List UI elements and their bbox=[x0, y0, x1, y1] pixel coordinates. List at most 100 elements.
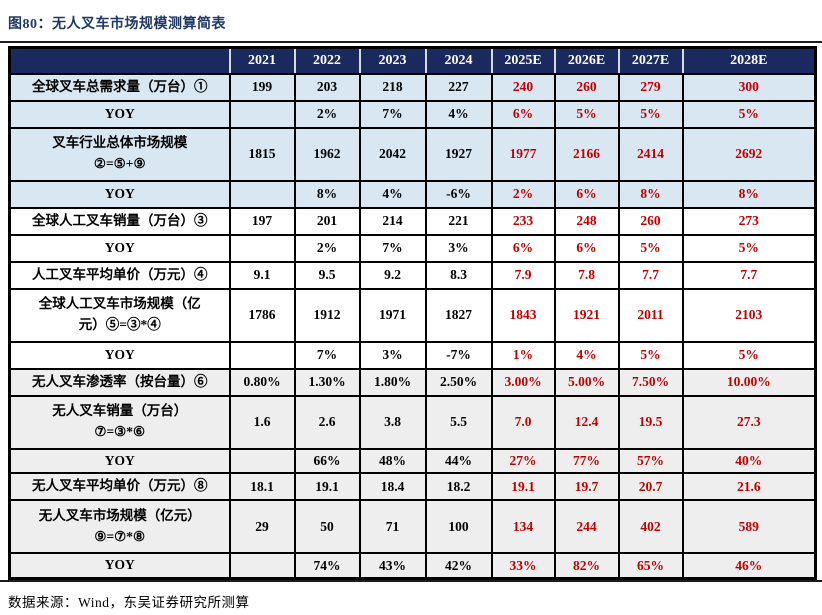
value-cell: -6% bbox=[424, 179, 493, 209]
value-cell: 2% bbox=[293, 233, 361, 263]
value-cell: 18.2 bbox=[424, 472, 493, 502]
top-rule bbox=[0, 41, 822, 43]
value-cell: 9.5 bbox=[293, 260, 361, 290]
table-row: 人工叉车平均单价（万元）④ 9.1 9.5 9.2 8.3 7.9 7.8 7.7 7.7 bbox=[8, 260, 817, 290]
value-cell: 7% bbox=[358, 233, 427, 263]
table-row: 无人叉车市场规模（亿元） ⑨=⑦*⑧ 29 50 71 100 134 244 402 589 bbox=[8, 499, 817, 555]
row-label: 全球叉车总需求量（万台）① bbox=[8, 72, 231, 102]
value-cell: 6% bbox=[490, 233, 556, 263]
value-cell: 5% bbox=[617, 99, 684, 129]
value-cell: 203 bbox=[293, 72, 361, 102]
value-cell: 77% bbox=[553, 447, 620, 475]
value-cell: 48% bbox=[358, 447, 427, 475]
value-cell: 18.1 bbox=[228, 472, 296, 502]
value-cell: 1921 bbox=[553, 287, 620, 343]
table-row: YOY 74% 43% 42% 33% 82% 65% 46% bbox=[8, 552, 817, 580]
value-cell: 50 bbox=[293, 499, 361, 555]
value-cell: 201 bbox=[293, 206, 361, 236]
source-note: 数据来源：Wind，东吴证券研究所测算 bbox=[8, 595, 250, 611]
value-cell: 19.5 bbox=[617, 394, 684, 450]
table-body: 全球叉车总需求量（万台）① 199 203 218 227 240 260 279 300 YOY… bbox=[8, 72, 817, 580]
row-label: 叉车行业总体市场规模 ②=⑤+⑨ bbox=[8, 126, 231, 182]
row-label: YOY bbox=[8, 233, 231, 263]
value-cell bbox=[228, 233, 296, 263]
value-cell: 10.00% bbox=[681, 367, 817, 397]
value-cell: 9.2 bbox=[358, 260, 427, 290]
value-cell: 8% bbox=[681, 179, 817, 209]
table-row: 无人叉车销量（万台） ⑦=③*⑥ 1.6 2.6 3.8 5.5 7.0 12.4 19.5 2… bbox=[8, 394, 817, 450]
value-cell: 5.00% bbox=[553, 367, 620, 397]
value-cell: 2011 bbox=[617, 287, 684, 343]
value-cell: 1912 bbox=[293, 287, 361, 343]
value-cell: 214 bbox=[358, 206, 427, 236]
value-cell: 20.7 bbox=[617, 472, 684, 502]
value-cell: 2042 bbox=[358, 126, 427, 182]
value-cell: 300 bbox=[681, 72, 817, 102]
value-cell: 273 bbox=[681, 206, 817, 236]
value-cell: 33% bbox=[490, 552, 556, 580]
value-cell: 7.8 bbox=[553, 260, 620, 290]
value-cell: 5% bbox=[553, 99, 620, 129]
value-cell: 260 bbox=[553, 72, 620, 102]
value-cell: 2.50% bbox=[424, 367, 493, 397]
value-cell: 40% bbox=[681, 447, 817, 475]
value-cell: 260 bbox=[617, 206, 684, 236]
year-header-cell: 2023 bbox=[358, 46, 427, 75]
table-row: 无人叉车平均单价（万元）⑧ 18.1 19.1 18.4 18.2 19.1 19.7 20.… bbox=[8, 472, 817, 502]
year-header-cell: 2025E bbox=[490, 46, 556, 75]
value-cell: 5% bbox=[617, 233, 684, 263]
row-label: 无人叉车渗透率（按台量）⑥ bbox=[8, 367, 231, 397]
value-cell: 1.80% bbox=[358, 367, 427, 397]
table-row: 全球叉车总需求量（万台）① 199 203 218 227 240 260 279 300 bbox=[8, 72, 817, 102]
value-cell: 44% bbox=[424, 447, 493, 475]
value-cell: 240 bbox=[490, 72, 556, 102]
row-label: 全球人工叉车市场规模（亿 元）⑤=③*④ bbox=[8, 287, 231, 343]
corner-header-cell bbox=[8, 46, 231, 75]
value-cell: 18.4 bbox=[358, 472, 427, 502]
year-header-cell: 2027E bbox=[617, 46, 684, 75]
value-cell: 7.7 bbox=[617, 260, 684, 290]
value-cell: 12.4 bbox=[553, 394, 620, 450]
table-row: YOY 66% 48% 44% 27% 77% 57% 40% bbox=[8, 447, 817, 475]
figure-title: 图80：无人叉车市场规模测算简表 bbox=[8, 17, 226, 32]
value-cell: 82% bbox=[553, 552, 620, 580]
value-cell: 2% bbox=[293, 99, 361, 129]
value-cell: 134 bbox=[490, 499, 556, 555]
value-cell: 5% bbox=[617, 340, 684, 370]
value-cell: -7% bbox=[424, 340, 493, 370]
value-cell: 4% bbox=[424, 99, 493, 129]
year-header-cell: 2024 bbox=[424, 46, 493, 75]
value-cell: 27.3 bbox=[681, 394, 817, 450]
value-cell bbox=[228, 99, 296, 129]
value-cell: 57% bbox=[617, 447, 684, 475]
table-row: YOY 8% 4% -6% 2% 6% 8% 8% bbox=[8, 179, 817, 209]
value-cell: 1827 bbox=[424, 287, 493, 343]
table-row: YOY 2% 7% 4% 6% 5% 5% 5% bbox=[8, 99, 817, 129]
value-cell: 46% bbox=[681, 552, 817, 580]
value-cell: 19.7 bbox=[553, 472, 620, 502]
table-row: 无人叉车渗透率（按台量）⑥ 0.80% 1.30% 1.80% 2.50% 3.00% 5.… bbox=[8, 367, 817, 397]
value-cell: 7.9 bbox=[490, 260, 556, 290]
value-cell: 8% bbox=[617, 179, 684, 209]
value-cell: 19.1 bbox=[293, 472, 361, 502]
value-cell: 8% bbox=[293, 179, 361, 209]
row-label: 人工叉车平均单价（万元）④ bbox=[8, 260, 231, 290]
value-cell bbox=[228, 552, 296, 580]
value-cell: 21.6 bbox=[681, 472, 817, 502]
value-cell: 1843 bbox=[490, 287, 556, 343]
value-cell: 1977 bbox=[490, 126, 556, 182]
value-cell: 218 bbox=[358, 72, 427, 102]
row-label: YOY bbox=[8, 179, 231, 209]
row-label: 无人叉车销量（万台） ⑦=③*⑥ bbox=[8, 394, 231, 450]
value-cell bbox=[228, 447, 296, 475]
year-header-cell: 2028E bbox=[681, 46, 817, 75]
value-cell: 1971 bbox=[358, 287, 427, 343]
value-cell: 4% bbox=[553, 340, 620, 370]
table-row: 全球人工叉车市场规模（亿 元）⑤=③*④ 1786 1912 1971 1827 1843… bbox=[8, 287, 817, 343]
value-cell: 199 bbox=[228, 72, 296, 102]
row-label: 无人叉车市场规模（亿元） ⑨=⑦*⑧ bbox=[8, 499, 231, 555]
year-header-cell: 2021 bbox=[228, 46, 296, 75]
value-cell: 197 bbox=[228, 206, 296, 236]
value-cell: 7% bbox=[293, 340, 361, 370]
value-cell: 8.3 bbox=[424, 260, 493, 290]
